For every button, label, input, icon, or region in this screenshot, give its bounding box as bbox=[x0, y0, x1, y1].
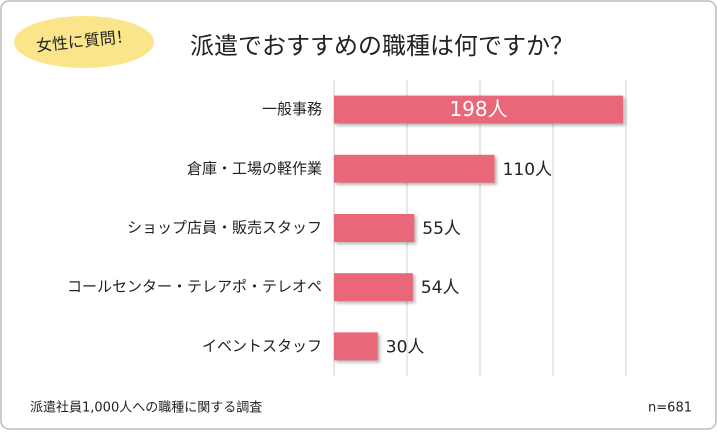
y-tick-label: 一般事務 bbox=[262, 100, 322, 118]
bar bbox=[334, 95, 624, 124]
sample-size: n=681 bbox=[648, 401, 692, 416]
value-label: 55人 bbox=[422, 219, 461, 239]
value-label: 54人 bbox=[421, 278, 460, 298]
chart-title: 派遣でおすすめの職種は何ですか？ bbox=[190, 32, 574, 60]
value-label: 198人 bbox=[449, 97, 507, 121]
y-tick-label: イベントスタッフ bbox=[202, 337, 322, 355]
y-tick-label: ショップ店員・販売スタッフ bbox=[127, 219, 322, 237]
bar bbox=[334, 154, 495, 183]
y-tick-label: 倉庫・工場の軽作業 bbox=[187, 159, 322, 177]
value-label: 110人 bbox=[503, 160, 552, 180]
bar bbox=[334, 332, 378, 361]
note: 派遣社員1,000人への職種に関する調査 bbox=[30, 400, 262, 416]
bar bbox=[334, 214, 415, 242]
y-tick-label: コールセンター・テレアポ・テレオペ bbox=[67, 278, 322, 296]
bar bbox=[334, 273, 413, 302]
value-label: 30人 bbox=[386, 337, 425, 357]
badge-bg bbox=[14, 16, 154, 68]
